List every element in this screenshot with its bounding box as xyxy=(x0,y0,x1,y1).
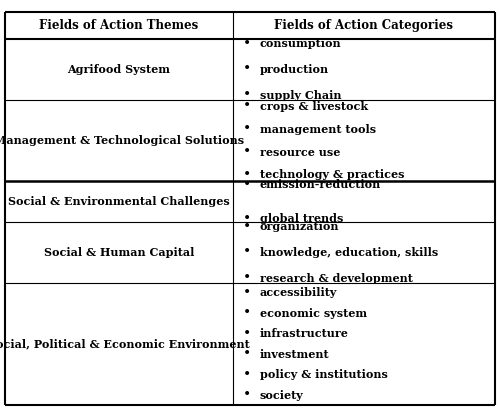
Text: crops & livestock: crops & livestock xyxy=(260,101,368,112)
Text: Social, Political & Economic Environment: Social, Political & Economic Environment xyxy=(0,338,250,349)
Text: infrastructure: infrastructure xyxy=(260,328,349,339)
Text: •: • xyxy=(242,271,250,285)
Text: Social & Environmental Challenges: Social & Environmental Challenges xyxy=(8,196,230,207)
Text: •: • xyxy=(242,212,250,226)
Text: emission-reduction: emission-reduction xyxy=(260,179,382,190)
Text: resource use: resource use xyxy=(260,146,340,157)
Text: •: • xyxy=(242,122,250,136)
Text: Agrifood System: Agrifood System xyxy=(68,64,170,75)
Text: supply Chain: supply Chain xyxy=(260,90,342,101)
Text: consumption: consumption xyxy=(260,38,342,49)
Text: •: • xyxy=(242,347,250,361)
Text: •: • xyxy=(242,63,250,76)
Text: •: • xyxy=(242,88,250,102)
Text: •: • xyxy=(242,245,250,259)
Text: •: • xyxy=(242,145,250,159)
Text: •: • xyxy=(242,368,250,382)
Text: •: • xyxy=(242,178,250,191)
Text: •: • xyxy=(242,388,250,402)
Text: policy & institutions: policy & institutions xyxy=(260,369,388,380)
Text: economic system: economic system xyxy=(260,308,367,319)
Text: Social & Human Capital: Social & Human Capital xyxy=(44,247,194,258)
Text: research & development: research & development xyxy=(260,272,413,283)
Text: •: • xyxy=(242,306,250,320)
Text: investment: investment xyxy=(260,348,330,360)
Text: •: • xyxy=(242,99,250,113)
Text: •: • xyxy=(242,168,250,182)
Text: society: society xyxy=(260,390,304,401)
Text: •: • xyxy=(242,37,250,51)
Text: knowledge, education, skills: knowledge, education, skills xyxy=(260,247,438,258)
Text: •: • xyxy=(242,327,250,341)
Text: management tools: management tools xyxy=(260,124,376,135)
Text: Fields of Action Themes: Fields of Action Themes xyxy=(39,19,198,32)
Text: organization: organization xyxy=(260,221,340,232)
Text: Management & Technological Solutions: Management & Technological Solutions xyxy=(0,135,244,146)
Text: Fields of Action Categories: Fields of Action Categories xyxy=(274,19,453,32)
Text: •: • xyxy=(242,286,250,300)
Text: global trends: global trends xyxy=(260,213,344,224)
Text: production: production xyxy=(260,64,329,75)
Text: accessibility: accessibility xyxy=(260,287,338,298)
Text: technology & practices: technology & practices xyxy=(260,169,404,180)
Text: •: • xyxy=(242,220,250,234)
